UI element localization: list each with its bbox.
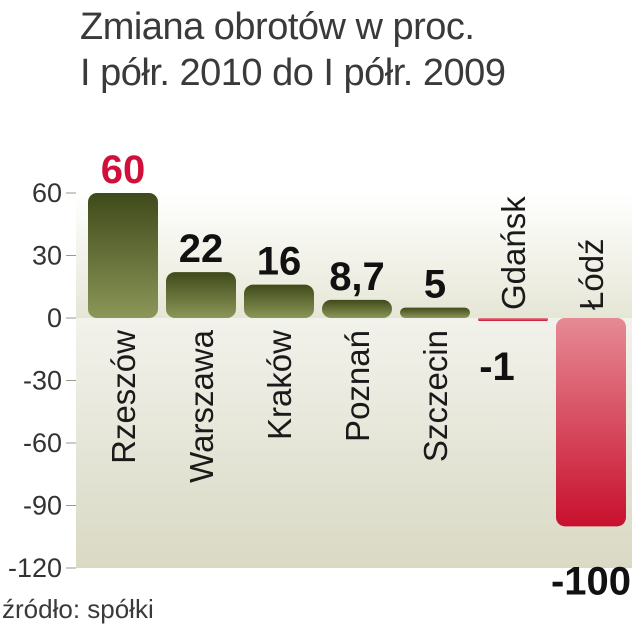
bar bbox=[322, 299, 392, 318]
y-tick-label: 0 bbox=[47, 303, 62, 333]
bar bbox=[478, 318, 548, 321]
value-labels: 60 22 16 8,7 5 -1 -100 bbox=[101, 148, 631, 600]
y-tick-label: -30 bbox=[23, 366, 62, 396]
value-label: 22 bbox=[179, 227, 224, 271]
y-tick-label: 30 bbox=[32, 241, 62, 271]
y-axis: 60 30 0 -30 -60 -90 -120 bbox=[8, 178, 76, 583]
value-label: -1 bbox=[479, 345, 515, 389]
category-label: Poznań bbox=[339, 330, 376, 442]
bar bbox=[244, 284, 314, 318]
y-tick-label: -120 bbox=[8, 553, 62, 583]
bar bbox=[166, 272, 236, 318]
category-label: Szczecin bbox=[417, 330, 454, 462]
bar bbox=[400, 307, 470, 318]
category-label: Warszawa bbox=[183, 329, 220, 482]
value-label: 60 bbox=[101, 148, 146, 192]
chart-title-line-2: I półr. 2010 do I półr. 2009 bbox=[80, 52, 506, 94]
value-label: 5 bbox=[424, 263, 446, 307]
plot-background bbox=[76, 193, 632, 568]
y-tick-label: -90 bbox=[23, 491, 62, 521]
category-label: Kraków bbox=[261, 330, 298, 440]
category-label: Gdańsk bbox=[495, 196, 532, 310]
bar bbox=[88, 193, 158, 318]
value-label: 16 bbox=[257, 240, 302, 284]
value-label: -100 bbox=[551, 559, 631, 600]
category-label: Rzeszów bbox=[105, 330, 142, 464]
category-label: Łódź bbox=[573, 238, 610, 310]
source-note: źródło: spółki bbox=[2, 594, 154, 624]
bars bbox=[88, 193, 626, 527]
bar bbox=[556, 318, 626, 527]
bar-chart: 60 30 0 -30 -60 -90 -120 Rzeszów Warszawa Kraków… bbox=[8, 148, 632, 600]
category-labels: Rzeszów Warszawa Kraków Poznań Szczecin Gdańs… bbox=[105, 196, 610, 483]
value-label: 8,7 bbox=[329, 255, 385, 299]
chart-title: Zmiana obrotów w proc. I półr. 2010 do I… bbox=[80, 4, 506, 96]
y-tick-label: 60 bbox=[32, 178, 62, 208]
plot-band-negative bbox=[76, 318, 632, 568]
chart-title-line-1: Zmiana obrotów w proc. bbox=[80, 6, 475, 48]
y-tick-label: -60 bbox=[23, 428, 62, 458]
